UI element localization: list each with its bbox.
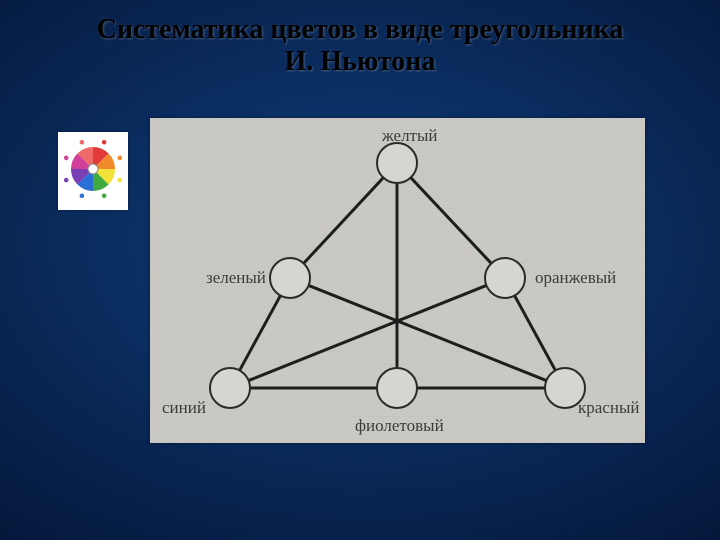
- wheel-dot: [102, 140, 107, 145]
- title-line-1: Систематика цветов в виде треугольника: [97, 14, 624, 45]
- diagram-edge: [304, 178, 384, 264]
- diagram-node-orange: [485, 258, 525, 298]
- node-label-green: зеленый: [206, 268, 266, 288]
- color-wheel-svg: [58, 132, 128, 210]
- color-wheel-thumb: [58, 132, 128, 210]
- diagram-node-green: [270, 258, 310, 298]
- diagram-edge: [411, 178, 492, 264]
- wheel-dot: [102, 193, 107, 198]
- title-line-2: И. Ньютона: [285, 46, 436, 77]
- wheel-dot: [117, 156, 122, 161]
- slide: Систематика цветов в виде треугольника И…: [0, 0, 720, 540]
- wheel-dot: [117, 178, 122, 183]
- newton-triangle-diagram: желтый оранжевый красный фиолетовый синий зел…: [150, 118, 645, 443]
- diagram-edge: [249, 285, 487, 380]
- diagram-node-yellow: [377, 143, 417, 183]
- node-label-orange: оранжевый: [535, 268, 616, 288]
- diagram-node-violet: [377, 368, 417, 408]
- page-title: Систематика цветов в виде треугольника И…: [0, 14, 720, 78]
- wheel-dot: [64, 178, 69, 183]
- wheel-dot: [64, 156, 69, 161]
- wheel-dot: [80, 193, 85, 198]
- diagram-node-blue: [210, 368, 250, 408]
- node-label-violet: фиолетовый: [355, 416, 444, 436]
- diagram-edge: [309, 285, 547, 380]
- node-label-yellow: желтый: [382, 126, 438, 146]
- wheel-hub: [88, 164, 98, 174]
- diagram-edge: [240, 296, 281, 371]
- wheel-dot: [80, 140, 85, 145]
- node-label-red: красный: [578, 398, 639, 418]
- diagram-edge: [515, 296, 556, 371]
- node-label-blue: синий: [162, 398, 206, 418]
